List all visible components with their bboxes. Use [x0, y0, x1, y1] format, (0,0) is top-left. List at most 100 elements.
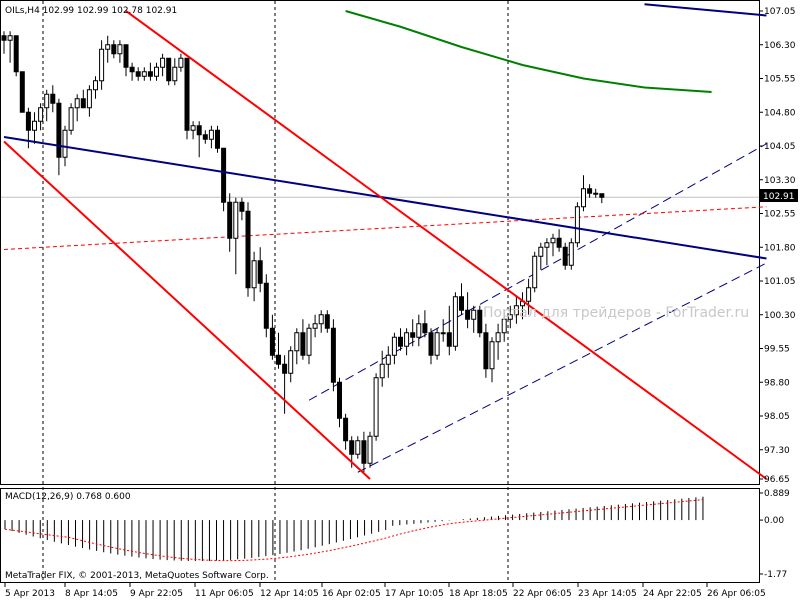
- y-tick-label: 98.80: [764, 378, 790, 388]
- x-tick-label: 18 Apr 18:05: [449, 589, 508, 599]
- y-tick-label: 100.30: [764, 311, 796, 321]
- candle-body: [434, 332, 440, 356]
- candle: [410, 319, 416, 347]
- candle-body: [501, 318, 507, 334]
- candle-body: [288, 350, 294, 374]
- candle-body: [166, 57, 172, 82]
- candle: [68, 103, 74, 135]
- candle-body: [404, 332, 410, 347]
- candle-body: [568, 242, 574, 266]
- candle-body: [507, 314, 513, 320]
- candle-body: [471, 309, 477, 320]
- candle: [556, 229, 562, 252]
- y-tick-label: 105.55: [764, 75, 796, 85]
- candle: [251, 251, 257, 302]
- x-tick-label: 23 Apr 14:05: [578, 589, 637, 599]
- candle: [93, 76, 98, 99]
- candle-body: [477, 309, 483, 334]
- candle: [367, 431, 373, 468]
- candle-body: [556, 237, 562, 248]
- candle: [574, 202, 580, 248]
- y-tick-label: 97.30: [764, 446, 790, 456]
- candle-body: [379, 363, 385, 379]
- candle: [568, 238, 574, 270]
- candle: [507, 305, 513, 329]
- watermark-text: Портал для трейдеров - ForTrader.ru: [483, 305, 749, 321]
- candle-body: [306, 327, 312, 356]
- candle: [19, 71, 25, 113]
- candle-body: [208, 129, 214, 140]
- x-tick-label: 24 Apr 22:05: [643, 589, 702, 599]
- macd-header: MACD(12,26,9) 0.768 0.600: [5, 492, 131, 502]
- candle-body: [361, 440, 367, 464]
- candle: [434, 328, 440, 360]
- candle-body: [50, 93, 56, 104]
- candle-body: [373, 377, 379, 437]
- candle-body: [581, 188, 586, 208]
- candle-body: [251, 260, 257, 289]
- macd-signal-line: [4, 499, 703, 562]
- candle: [361, 431, 367, 473]
- candle: [526, 278, 532, 315]
- candle-body: [160, 57, 166, 68]
- candle-body: [428, 332, 434, 356]
- candle: [160, 53, 166, 77]
- candle-body: [300, 332, 306, 356]
- candle: [440, 319, 446, 342]
- candle: [239, 197, 245, 221]
- y-tick-label: 107.05: [764, 7, 796, 17]
- copyright-text: MetaTrader FIX, © 2001-2013, MetaQuotes …: [5, 571, 269, 581]
- candle-body: [80, 98, 86, 109]
- candle: [513, 296, 519, 324]
- candle-body: [111, 44, 117, 55]
- candle: [587, 184, 593, 198]
- candle: [355, 436, 361, 459]
- candle-body: [532, 255, 538, 289]
- candle-body: [452, 296, 458, 347]
- candle-body: [544, 242, 550, 248]
- candle-body: [599, 193, 605, 198]
- candle: [501, 310, 507, 342]
- candle: [86, 85, 92, 117]
- candle: [190, 121, 196, 140]
- candle: [56, 98, 62, 176]
- candle-body: [7, 35, 13, 41]
- x-tick-label: 26 Apr 06:05: [707, 589, 766, 599]
- candle-body: [422, 323, 428, 334]
- candle-body: [25, 111, 31, 131]
- candle: [111, 40, 117, 59]
- candle: [32, 112, 37, 144]
- candle-body: [233, 201, 239, 239]
- x-tick-label: 16 Apr 02:05: [322, 589, 381, 599]
- red-channel-lower: [3, 140, 371, 480]
- candle: [129, 62, 135, 81]
- candle-body: [32, 120, 37, 131]
- candle-body: [526, 287, 532, 302]
- candle-body: [257, 260, 263, 284]
- candle: [562, 242, 568, 270]
- candle-body: [312, 323, 318, 329]
- candle: [202, 130, 208, 144]
- y-tick-label: 96.65: [764, 475, 790, 485]
- y-tick-label: 104.80: [764, 108, 796, 118]
- candle: [373, 373, 379, 441]
- candle-body: [318, 314, 324, 325]
- candle: [495, 323, 501, 360]
- candle: [269, 314, 275, 360]
- candle: [276, 332, 281, 369]
- candle: [99, 40, 105, 90]
- candle: [257, 247, 263, 293]
- candle-body: [330, 327, 336, 383]
- candle-body: [38, 107, 44, 122]
- candle: [428, 328, 434, 365]
- y-tick-label: 101.05: [764, 277, 796, 287]
- candle: [135, 67, 141, 81]
- candle-body: [593, 192, 599, 195]
- candle: [282, 355, 288, 414]
- candle: [288, 346, 294, 383]
- candle: [550, 233, 556, 257]
- candle-body: [562, 246, 568, 266]
- candle: [141, 67, 147, 81]
- candle: [416, 314, 422, 347]
- candle-body: [324, 314, 330, 329]
